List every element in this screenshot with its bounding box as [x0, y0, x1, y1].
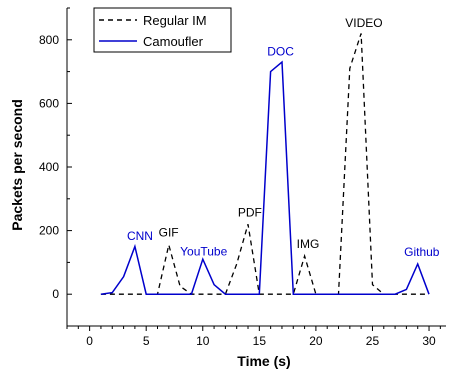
legend-box — [93, 7, 232, 53]
series-line-regular-im — [100, 33, 429, 295]
annotation-label: DOC — [267, 45, 294, 59]
annotation-label: VIDEO — [345, 16, 382, 30]
x-tick-label: 0 — [86, 334, 93, 348]
x-tick-label: 30 — [422, 334, 436, 348]
annotation-label: IMG — [297, 237, 320, 251]
x-tick-label: 5 — [143, 334, 150, 348]
annotation-label: YouTube — [180, 244, 227, 258]
annotation-label: CNN — [127, 229, 153, 243]
y-tick-label: 400 — [39, 160, 59, 174]
annotation-label: GIF — [159, 225, 179, 239]
series-line-camoufler — [100, 60, 430, 295]
y-tick-label: 0 — [52, 287, 59, 301]
legend-label: Regular IM — [143, 13, 207, 28]
legend-label: Camoufler — [143, 34, 204, 49]
x-axis: 0 5 10 15 20 25 30 — [66, 326, 441, 348]
series-layer — [100, 33, 430, 295]
annotation-label: PDF — [238, 205, 262, 219]
x-tick-label: 25 — [366, 334, 380, 348]
y-axis: 0 200 400 600 800 — [39, 7, 72, 327]
legend: Regular IM Camoufler — [93, 7, 232, 53]
y-tick-label: 200 — [39, 224, 59, 238]
x-tick-label: 10 — [196, 334, 210, 348]
x-tick-label: 15 — [253, 334, 267, 348]
annotation-label: Github — [404, 245, 440, 259]
x-tick-label: 20 — [309, 334, 323, 348]
y-axis-title: Packets per second — [9, 99, 25, 231]
y-tick-label: 800 — [39, 33, 59, 47]
x-axis-title: Time (s) — [237, 353, 290, 369]
y-tick-label: 600 — [39, 96, 59, 110]
